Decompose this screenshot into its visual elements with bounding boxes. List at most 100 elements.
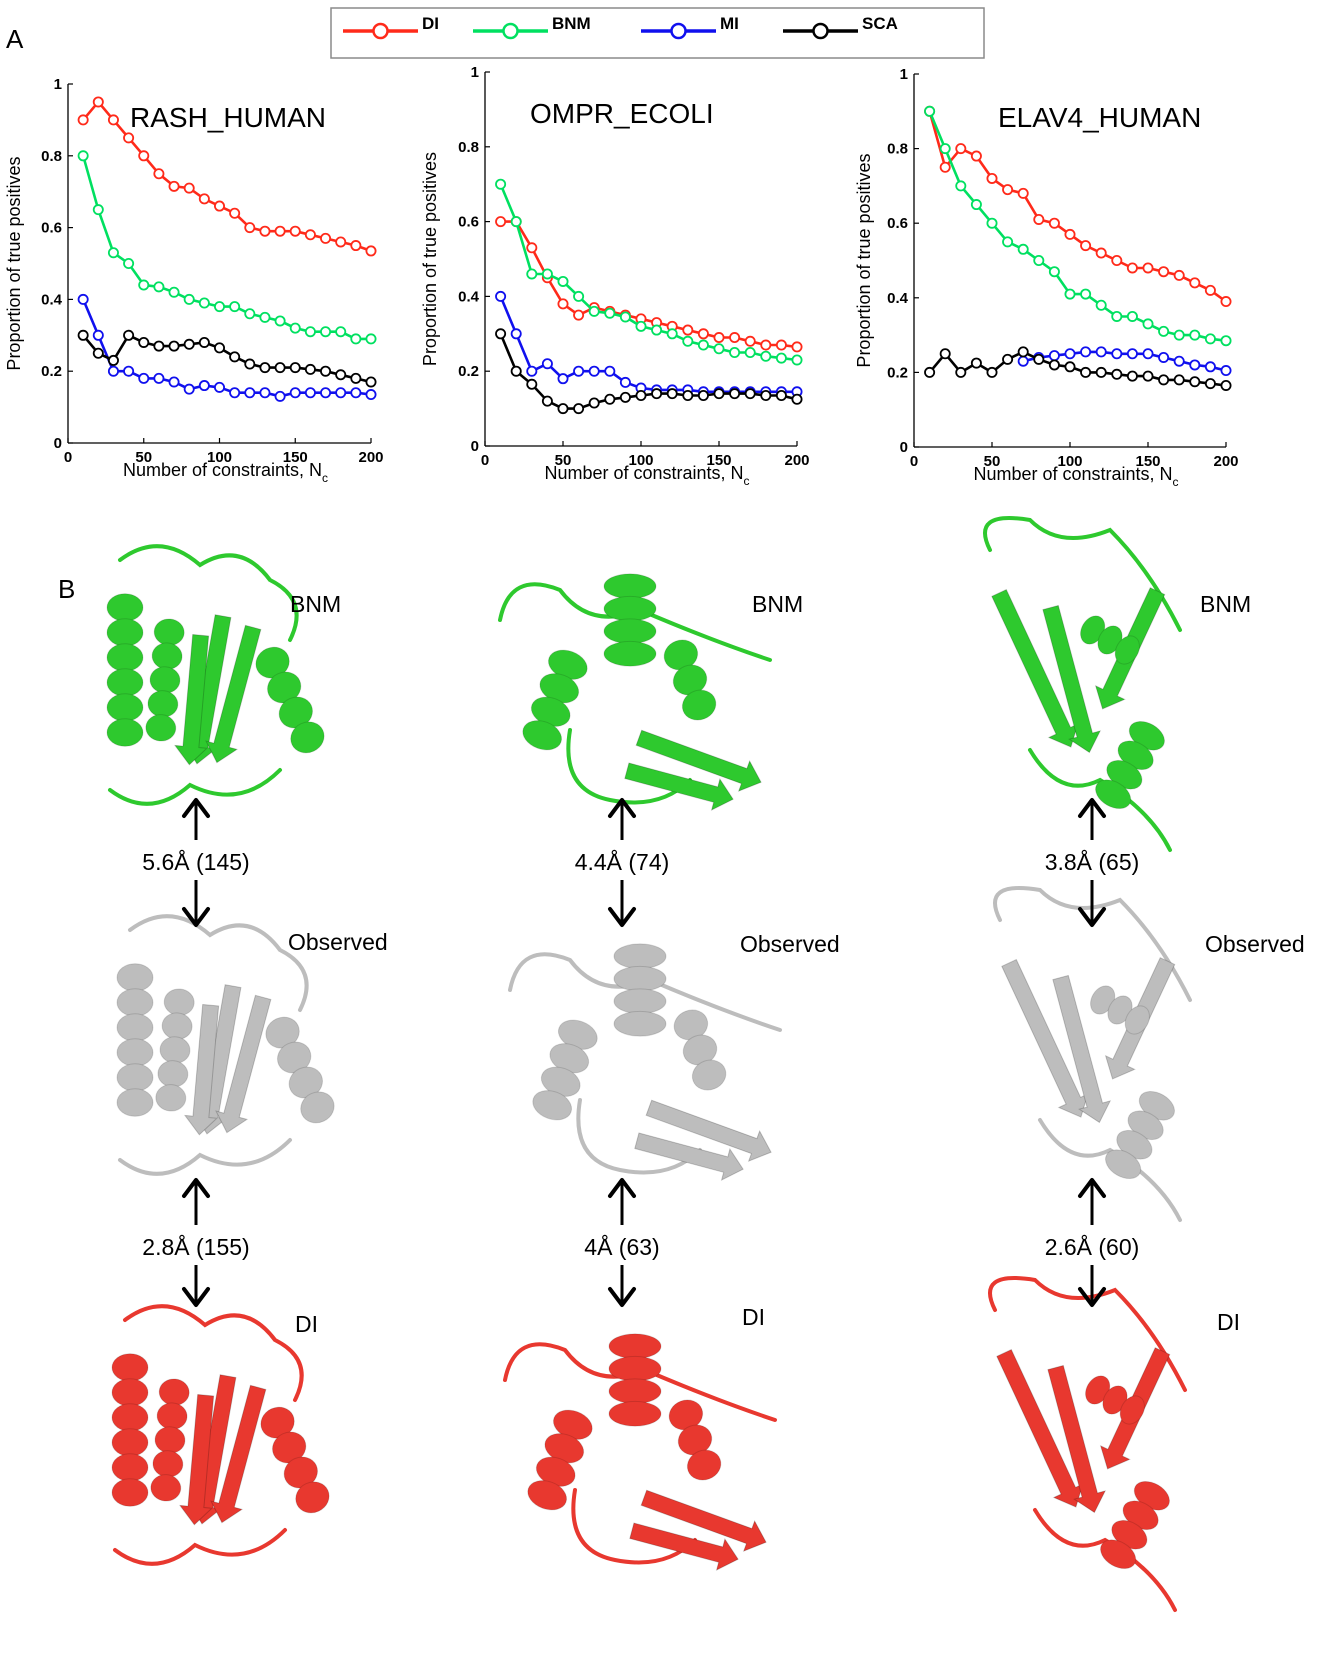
data-point-di [1189, 277, 1201, 289]
data-point-di [573, 309, 585, 321]
data-point-mi [138, 372, 150, 384]
helix-turn [106, 668, 144, 697]
data-point-bnm [168, 286, 180, 298]
data-point-sca [183, 338, 195, 350]
helix-turn [154, 1426, 186, 1454]
coil-loop [498, 582, 772, 662]
helix-turn [290, 721, 325, 754]
helix-turn [111, 1478, 149, 1507]
data-point-mi [153, 372, 165, 384]
data-point-bnm [1220, 335, 1232, 347]
x-tick-label: 200 [358, 449, 383, 466]
data-point-bnm [1126, 310, 1138, 322]
data-point-sca [955, 366, 967, 378]
helix [613, 943, 667, 1037]
data-point-di [92, 96, 104, 108]
y-tick-label: 0.8 [887, 141, 908, 158]
data-point-di [1033, 213, 1045, 225]
data-point-sca [541, 395, 553, 407]
data-point-di [244, 222, 256, 234]
helix-turn [116, 1038, 154, 1067]
data-point-mi [1064, 348, 1076, 360]
data-point-di [365, 245, 377, 257]
data-point-mi [1189, 359, 1201, 371]
data-point-mi [304, 387, 316, 399]
data-point-bnm [924, 105, 936, 117]
data-point-mi [573, 365, 585, 377]
data-point-bnm [289, 322, 301, 334]
helix-turn [608, 1333, 662, 1360]
data-point-mi [1111, 348, 1123, 360]
data-point-sca [970, 357, 982, 369]
data-point-di [1064, 228, 1076, 240]
helix-turn [155, 1084, 187, 1112]
x-tick-label: 50 [135, 449, 152, 466]
beta-strand [640, 1489, 767, 1552]
data-point-di [760, 339, 772, 351]
data-point-bnm [1095, 299, 1107, 311]
data-point-bnm [1064, 288, 1076, 300]
data-point-bnm [1017, 243, 1029, 255]
data-point-mi [619, 376, 631, 388]
data-point-bnm [682, 335, 694, 347]
data-point-sca [635, 390, 647, 402]
helix-turn [116, 963, 154, 992]
helix [522, 649, 588, 751]
data-point-sca [274, 362, 286, 374]
x-tick-label: 100 [1057, 453, 1082, 470]
x-tick-label: 100 [628, 452, 653, 469]
data-point-di [713, 332, 725, 344]
y-tick-label: 0 [54, 435, 62, 452]
coil-loop [993, 886, 1192, 1002]
panel-a-label: A [6, 24, 24, 54]
data-point-mi [320, 387, 332, 399]
helix [1080, 615, 1140, 665]
data-point-bnm [92, 204, 104, 216]
helix-turn [106, 593, 144, 622]
data-point-sca [924, 366, 936, 378]
data-point-mi [244, 387, 256, 399]
legend-label-bnm: BNM [552, 14, 591, 33]
helix-turn [686, 1449, 722, 1481]
data-point-sca [1189, 376, 1201, 388]
data-point-mi [168, 376, 180, 388]
arrow-down [182, 1265, 210, 1307]
data-point-di [123, 132, 135, 144]
data-point-di [939, 161, 951, 173]
helix-turn [159, 1036, 191, 1064]
data-point-sca [1111, 368, 1123, 380]
series-line-bnm [81, 155, 371, 341]
data-point-di [1173, 269, 1185, 281]
beta-strand [634, 1132, 744, 1181]
data-point-bnm [666, 328, 678, 340]
data-point-bnm [229, 301, 241, 313]
protein-cartoon-observed [116, 914, 335, 1176]
arrow-up [608, 798, 636, 840]
helix-turn [111, 1378, 149, 1407]
coil-loop [566, 728, 692, 805]
coil-loop [988, 1276, 1187, 1392]
data-point-bnm [697, 339, 709, 351]
y-tick-label: 1 [900, 66, 908, 83]
arrow-up [1078, 798, 1106, 840]
helix-turn [527, 1480, 568, 1511]
data-point-bnm [1173, 329, 1185, 341]
helix [532, 1019, 598, 1121]
x-tick-label: 0 [64, 449, 72, 466]
data-point-bnm [510, 216, 522, 228]
helix [106, 593, 144, 747]
x-tick-label: 200 [1213, 453, 1238, 470]
data-point-mi [557, 373, 569, 385]
beta-strand [215, 994, 272, 1134]
helix-turn [147, 690, 179, 718]
data-point-bnm [1033, 254, 1045, 266]
legend-marker-sca [812, 22, 829, 40]
data-point-di [557, 298, 569, 310]
coil-loop [571, 1488, 697, 1565]
data-point-sca [304, 363, 316, 375]
y-tick-label: 0.2 [887, 364, 908, 381]
data-point-bnm [107, 247, 119, 259]
coil-loop [113, 1528, 287, 1566]
helix-turn [1105, 1149, 1142, 1180]
structure-column-elav4-human: BNM Observed DI 3.8Å (65) 2.6Å (60) [983, 516, 1305, 1612]
